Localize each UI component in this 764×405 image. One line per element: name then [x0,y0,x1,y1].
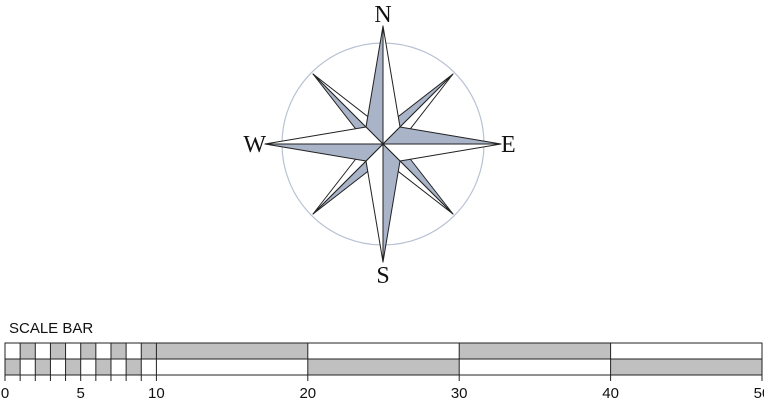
north-label: N [374,2,391,28]
scale-cell-fine-top [126,343,142,359]
compass-rose: N E S W [243,2,515,289]
scale-bar-tick-labels: 0 5 10 20 30 40 50 [1,385,764,402]
scale-tick-label: 20 [299,385,316,402]
scale-cell-fine-bottom [35,359,51,375]
scale-cell-fine-top [110,343,127,359]
scale-cell-fine-bottom [110,359,127,375]
scale-tick-label: 10 [148,385,165,402]
scale-cell-fine-bottom [126,359,142,375]
scale-cell-fine-bottom [20,359,36,375]
scale-cell-fine-top [35,343,51,359]
scale-cell-fine-bottom [80,359,96,375]
east-point [382,126,502,162]
west-point-light-half [264,126,384,145]
scale-cell-fine-bottom [50,359,66,375]
scale-cell-major-bottom [156,359,308,375]
scale-bar-dividers [4,342,763,381]
cardinal-points [264,25,502,263]
south-label: S [376,263,389,289]
scale-cell-major-top [610,343,762,359]
scale-cell-fine-top [95,343,111,359]
scale-cell-major-bottom [307,359,460,375]
scale-tick-label: 5 [77,385,85,402]
scale-cell-fine-top [80,343,96,359]
scale-tick-label: 40 [602,385,619,402]
scale-bar: SCALE BAR 0 5 10 20 30 40 50 [1,320,764,402]
scale-cell-fine-bottom [65,359,81,375]
scale-cell-major-top [459,343,611,359]
west-point [264,126,384,162]
east-label: E [501,132,516,158]
scale-tick-label: 0 [1,385,9,402]
scale-cell-fine-bottom [95,359,111,375]
scale-cell-fine-top [141,343,157,359]
scale-cell-fine-bottom [5,359,21,375]
scale-tick-label: 30 [451,385,468,402]
north-point [365,25,401,145]
scale-tick-label: 50 [754,385,764,402]
scale-cell-major-top [307,343,460,359]
scale-bar-segments [5,343,762,375]
scale-cell-fine-top [5,343,21,359]
scale-cell-major-bottom [610,359,762,375]
scale-cell-major-bottom [459,359,611,375]
scale-bar-title: SCALE BAR [9,320,93,337]
scale-cell-fine-top [65,343,81,359]
scale-cell-fine-top [20,343,36,359]
south-point [365,143,401,263]
scale-cell-major-top [156,343,308,359]
west-label: W [243,132,266,158]
scale-cell-fine-top [50,343,66,359]
scale-cell-fine-bottom [141,359,157,375]
